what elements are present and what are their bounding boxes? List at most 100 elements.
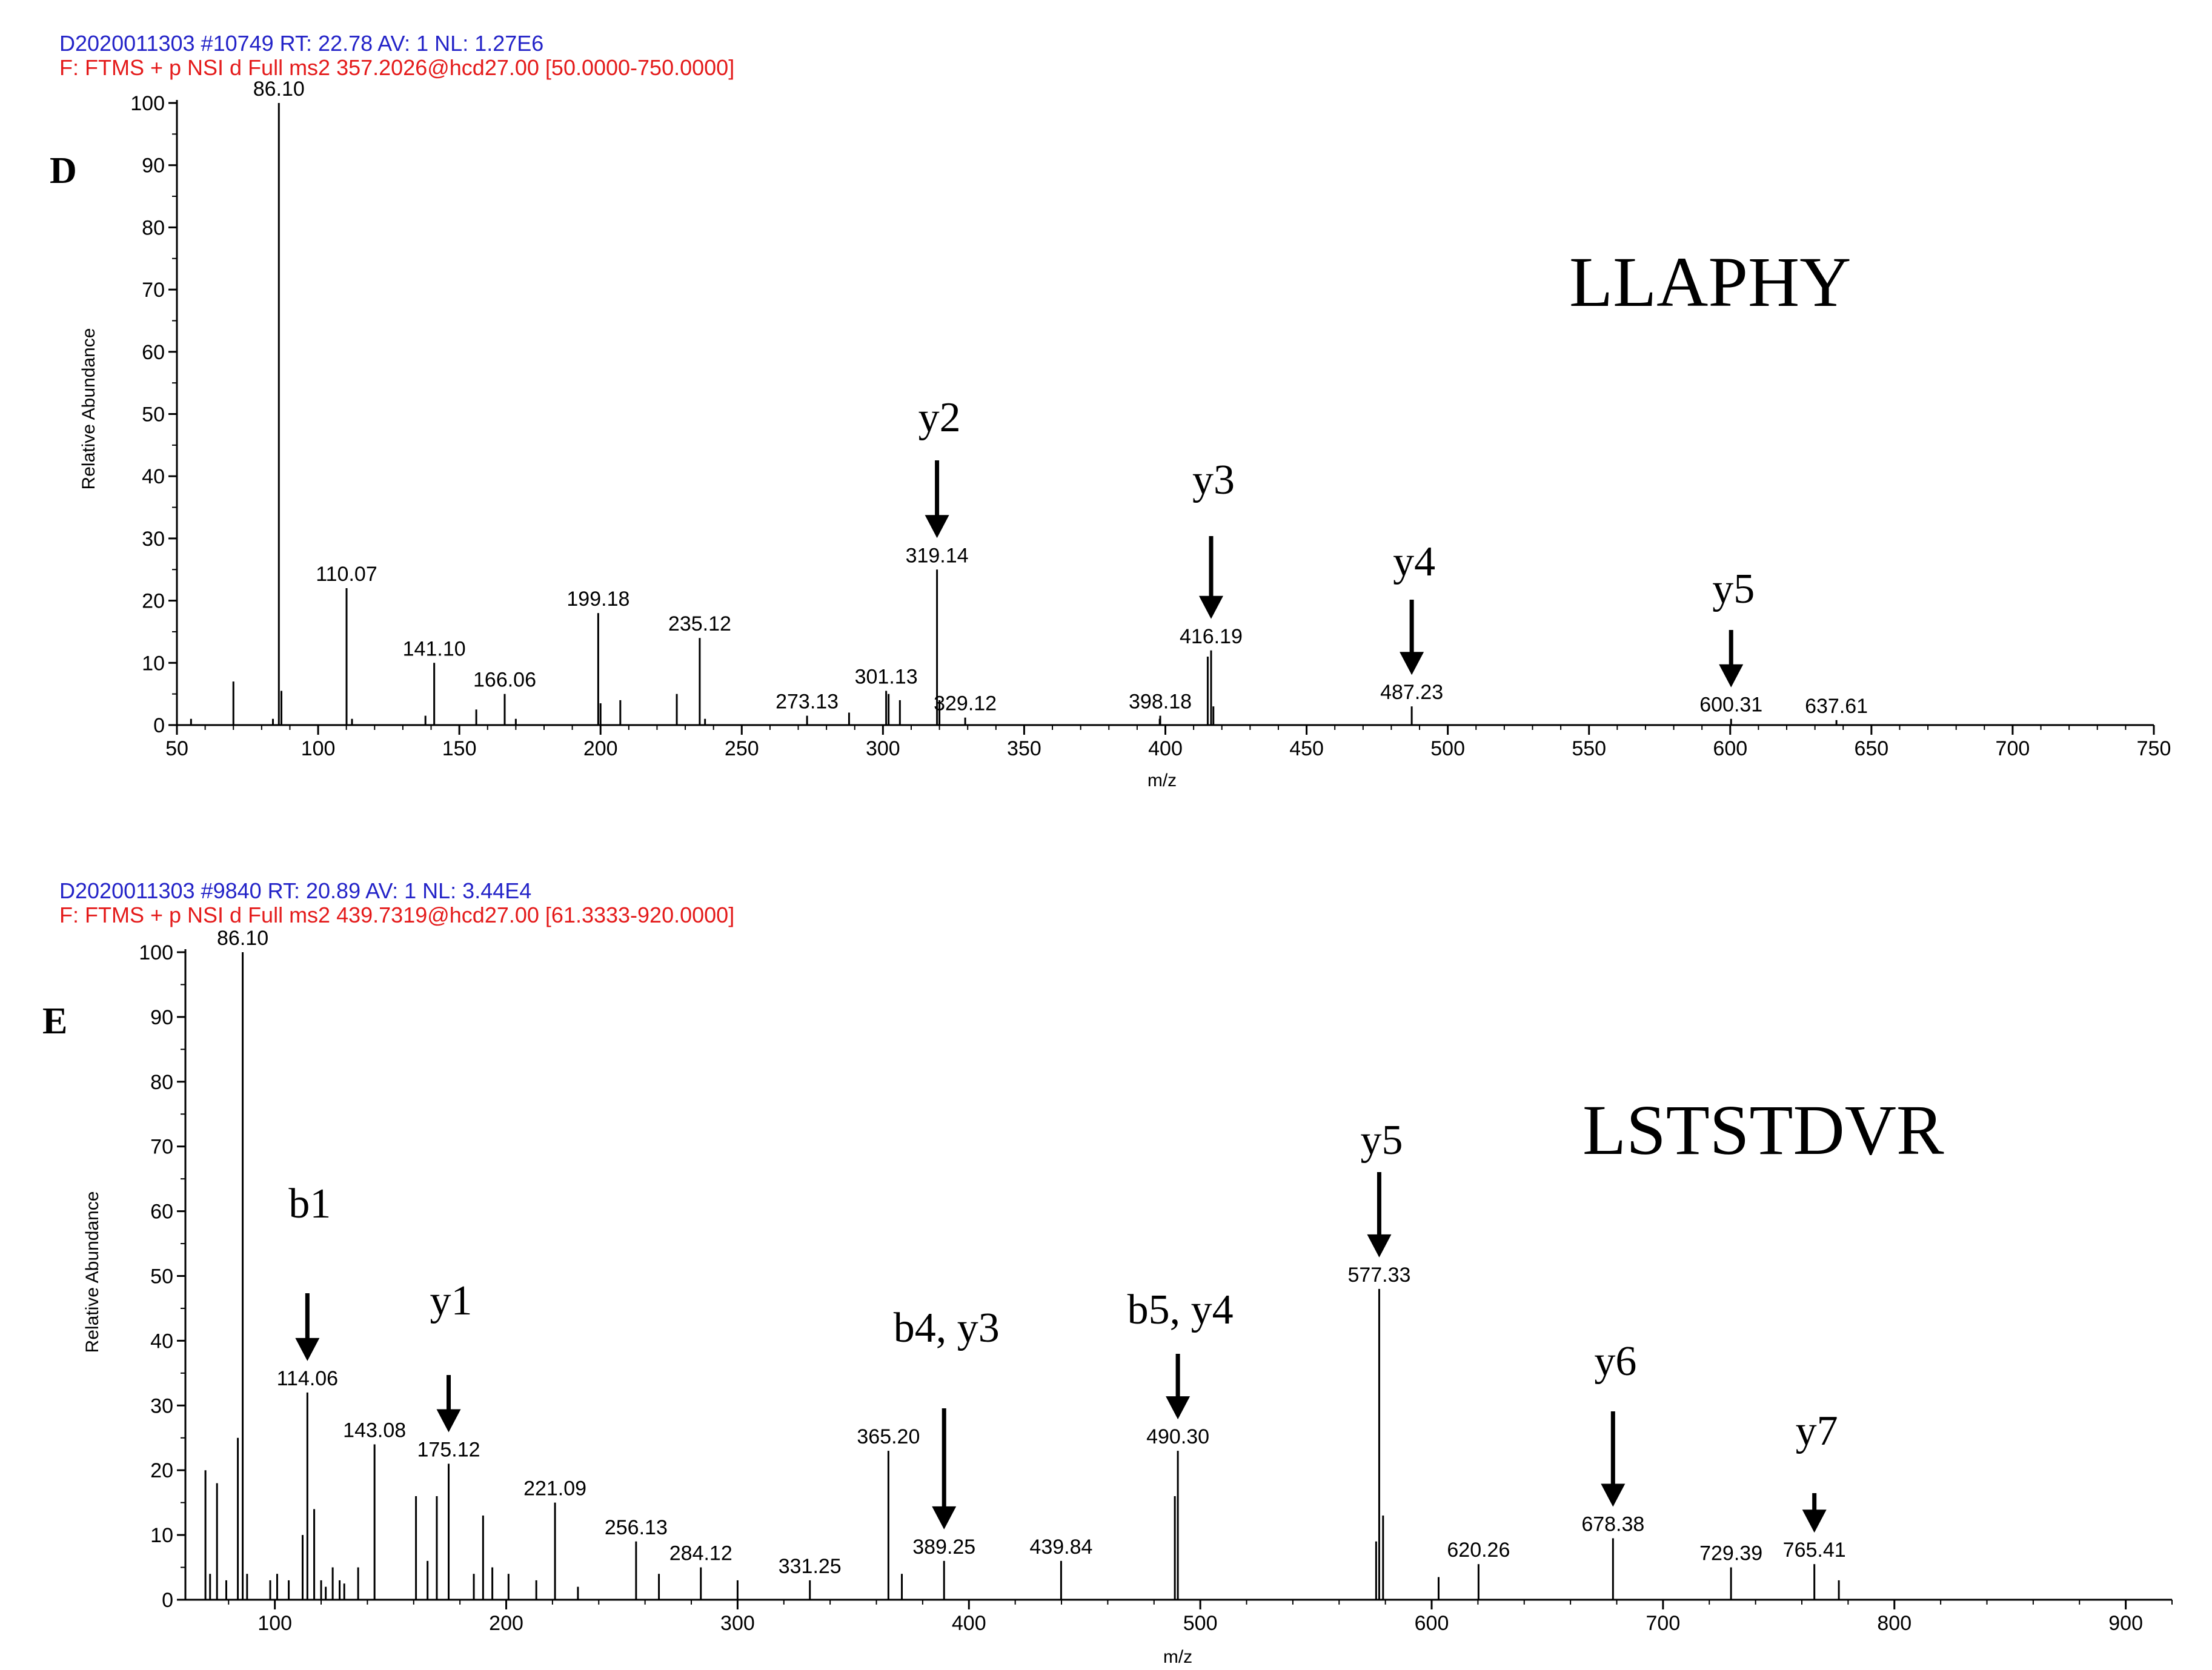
ion-arrow-head xyxy=(1166,1396,1191,1420)
ion-arrow-head xyxy=(436,1409,461,1433)
x-tick-label: 150 xyxy=(442,737,477,760)
ion-arrow-head xyxy=(295,1337,320,1361)
panel-d: D2020011303 #10749 RT: 22.78 AV: 1 NL: 1… xyxy=(50,31,2171,790)
peak-label: 678.38 xyxy=(1581,1513,1644,1536)
panel-d-peptide: LLAPHY xyxy=(1569,242,1851,322)
ion-annotation: y1 xyxy=(430,1277,473,1324)
panel-d-header-line2: F: FTMS + p NSI d Full ms2 357.2026@hcd2… xyxy=(59,55,734,80)
panel-e-xlabel: m/z xyxy=(1163,1647,1192,1667)
x-tick-label: 100 xyxy=(257,1612,292,1635)
peak-label: 398.18 xyxy=(1129,691,1192,714)
peak-label: 637.61 xyxy=(1805,695,1868,718)
y-tick-label: 30 xyxy=(150,1394,173,1417)
peak-label: 319.14 xyxy=(906,544,969,567)
peak-label: 175.12 xyxy=(417,1439,480,1462)
x-tick-label: 250 xyxy=(725,737,759,760)
y-tick-label: 20 xyxy=(142,590,165,613)
x-tick-label: 500 xyxy=(1430,737,1465,760)
y-tick-label: 40 xyxy=(150,1330,173,1353)
peak-label: 110.07 xyxy=(316,563,377,586)
peak-label: 301.13 xyxy=(855,666,918,689)
y-tick-label: 40 xyxy=(142,465,165,488)
x-tick-label: 200 xyxy=(583,737,618,760)
ion-annotation: y6 xyxy=(1594,1338,1636,1385)
ion-annotation: y4 xyxy=(1393,538,1435,585)
peak-label: 86.10 xyxy=(217,927,268,950)
peak-label: 256.13 xyxy=(605,1516,668,1539)
panel-e-peptide: LSTSTDVR xyxy=(1583,1090,1944,1170)
x-tick-label: 50 xyxy=(165,737,188,760)
y-tick-label: 20 xyxy=(150,1459,173,1482)
x-tick-label: 600 xyxy=(1415,1612,1449,1635)
peak-label: 114.06 xyxy=(277,1367,338,1390)
peak-label: 235.12 xyxy=(668,612,731,635)
peak-label: 439.84 xyxy=(1029,1536,1092,1559)
peak-label: 487.23 xyxy=(1380,681,1443,704)
panel-e-header-line2: F: FTMS + p NSI d Full ms2 439.7319@hcd2… xyxy=(59,903,734,927)
peak-label: 141.10 xyxy=(403,637,466,660)
panel-d-xlabel: m/z xyxy=(1148,770,1177,790)
peak-label: 329.12 xyxy=(934,692,997,715)
ion-annotation: y5 xyxy=(1360,1117,1403,1164)
y-tick-label: 100 xyxy=(130,92,165,115)
y-tick-label: 10 xyxy=(142,652,165,675)
ion-annotation: y2 xyxy=(918,394,961,441)
y-tick-label: 70 xyxy=(142,279,165,302)
panel-d-plot: 0 10 20 30 40 50 60 70 80 90 100 50 100 150 200 250 300 3… xyxy=(130,78,2171,760)
peak-label: 365.20 xyxy=(857,1425,920,1448)
ion-arrow-head xyxy=(932,1506,957,1529)
y-tick-label: 90 xyxy=(150,1006,173,1029)
x-tick-label: 500 xyxy=(1183,1612,1218,1635)
x-tick-label: 700 xyxy=(1996,737,2030,760)
x-tick-label: 300 xyxy=(866,737,900,760)
x-tick-label: 200 xyxy=(489,1612,523,1635)
panel-e-label: E xyxy=(42,1001,67,1042)
panel-d-label: D xyxy=(50,150,77,191)
x-tick-label: 600 xyxy=(1713,737,1747,760)
ion-annotation: y7 xyxy=(1796,1408,1838,1454)
panel-e-plot: 0 10 20 30 40 50 60 70 80 90 100 100 200 300 400 500 600… xyxy=(139,927,2173,1635)
ion-annotation: y5 xyxy=(1712,566,1755,612)
ion-arrow-head xyxy=(1601,1483,1626,1507)
y-tick-label: 50 xyxy=(150,1265,173,1288)
y-tick-label: 80 xyxy=(150,1071,173,1094)
x-tick-label: 750 xyxy=(2137,737,2171,760)
peak-label: 389.25 xyxy=(912,1536,975,1559)
x-tick-label: 100 xyxy=(301,737,336,760)
x-tick-label: 700 xyxy=(1646,1612,1681,1635)
ion-annotation: b4, y3 xyxy=(894,1305,1000,1351)
ion-arrow-head xyxy=(1367,1234,1392,1257)
x-tick-label: 800 xyxy=(1877,1612,1911,1635)
ion-arrow-head xyxy=(1802,1509,1827,1533)
peak-label: 273.13 xyxy=(776,691,839,714)
ion-arrow-head xyxy=(1719,664,1744,688)
ion-annotation: b5, y4 xyxy=(1128,1287,1234,1333)
peak-label: 600.31 xyxy=(1699,694,1762,717)
y-tick-label: 60 xyxy=(142,341,165,364)
x-tick-label: 650 xyxy=(1854,737,1888,760)
peak-label: 284.12 xyxy=(669,1542,732,1565)
peak-label: 577.33 xyxy=(1347,1264,1410,1287)
panel-e-ylabel: Relative Abundance xyxy=(82,1191,102,1353)
y-tick-label: 30 xyxy=(142,528,165,551)
peak-label: 620.26 xyxy=(1447,1539,1510,1562)
ion-arrow-head xyxy=(925,515,949,538)
y-tick-label: 0 xyxy=(162,1589,173,1612)
ion-annotation: b1 xyxy=(288,1181,331,1227)
peak-label: 729.39 xyxy=(1699,1542,1762,1565)
y-tick-label: 10 xyxy=(150,1524,173,1547)
peak-label: 416.19 xyxy=(1180,625,1243,648)
y-tick-label: 70 xyxy=(150,1136,173,1159)
x-tick-label: 400 xyxy=(952,1612,986,1635)
ion-arrow-head xyxy=(1198,595,1223,619)
x-tick-label: 300 xyxy=(720,1612,755,1635)
x-tick-label: 350 xyxy=(1007,737,1041,760)
y-tick-label: 60 xyxy=(150,1201,173,1224)
y-tick-label: 90 xyxy=(142,154,165,177)
panel-e-header-line1: D2020011303 #9840 RT: 20.89 AV: 1 NL: 3.… xyxy=(59,878,531,903)
ion-annotation: y3 xyxy=(1192,457,1235,503)
ion-arrow-head xyxy=(1400,652,1424,675)
y-tick-label: 50 xyxy=(142,403,165,426)
x-tick-label: 550 xyxy=(1572,737,1606,760)
